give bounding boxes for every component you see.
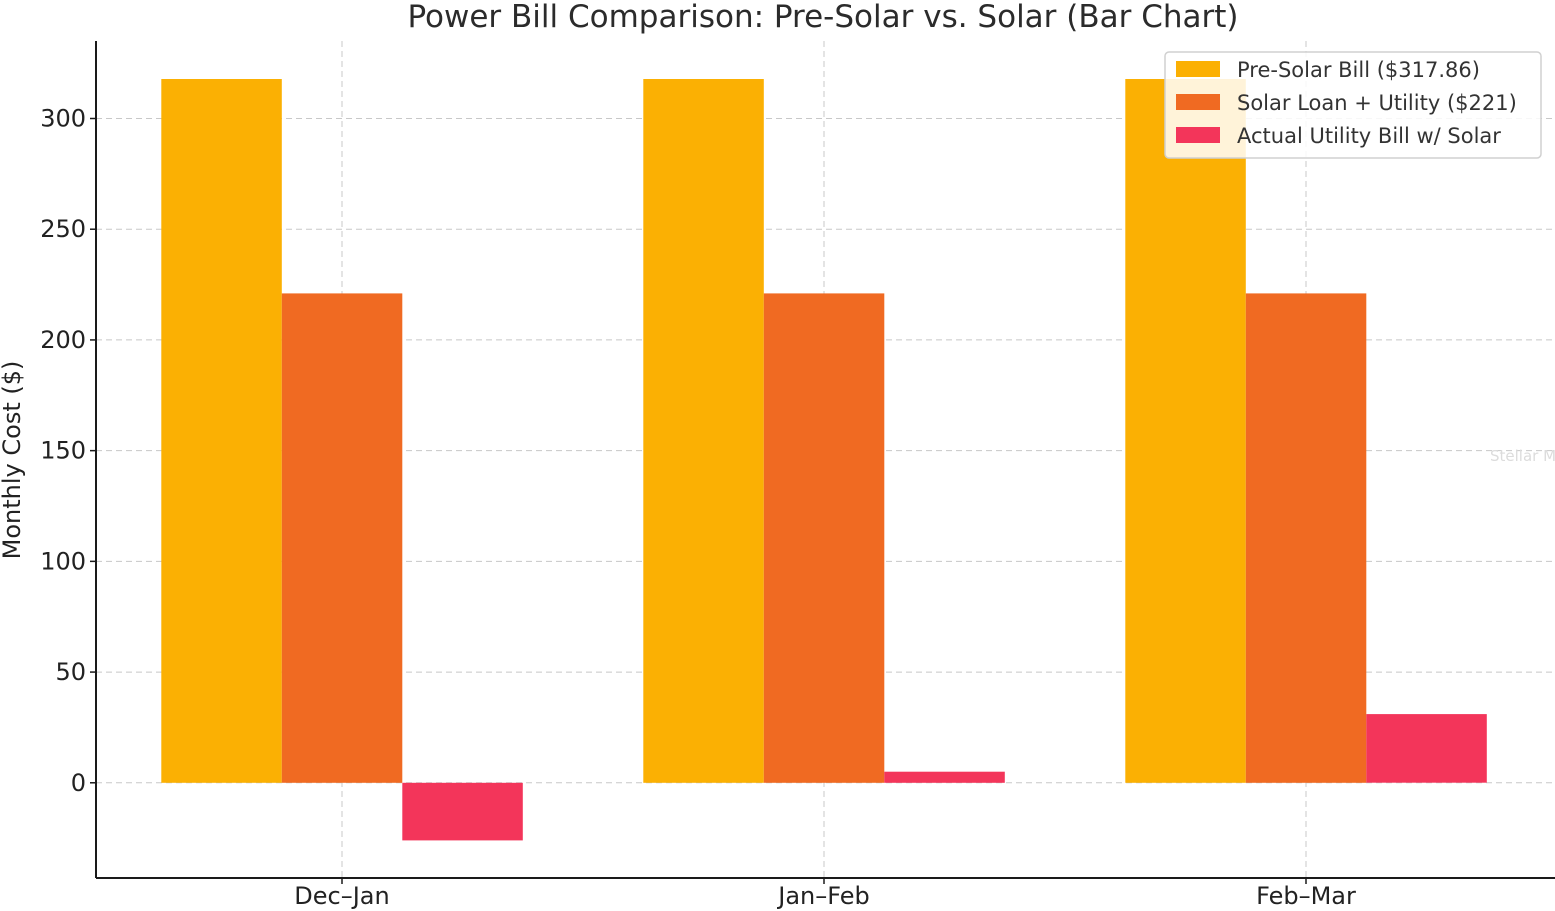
x-tick-label: Feb–Mar: [1256, 882, 1356, 910]
y-tick-label: 0: [71, 769, 86, 797]
y-axis-ticks: 0 50 100 150 200 250 300: [40, 105, 96, 797]
y-axis-label: Monthly Cost ($): [0, 361, 26, 560]
x-axis-ticks: Dec–Jan Jan–Feb Feb–Mar: [294, 878, 1356, 910]
legend-swatch: [1176, 61, 1220, 77]
y-tick-label: 250: [40, 215, 86, 243]
legend-label: Pre-Solar Bill ($317.86): [1237, 58, 1480, 82]
legend-swatch: [1176, 127, 1220, 143]
bar: [1125, 79, 1246, 783]
bar: [402, 782, 523, 841]
y-tick-label: 100: [40, 547, 86, 575]
watermark-text: Stellar MLS: [1490, 447, 1555, 465]
legend-swatch: [1176, 94, 1220, 110]
bar: [1366, 714, 1487, 783]
legend: Pre-Solar Bill ($317.86) Solar Loan + Uti…: [1164, 51, 1542, 159]
y-tick-label: 50: [55, 658, 86, 686]
bar: [281, 293, 403, 783]
bar: [763, 293, 885, 783]
chart-title: Power Bill Comparison: Pre-Solar vs. Sol…: [407, 0, 1238, 35]
bar: [161, 79, 282, 783]
legend-label: Actual Utility Bill w/ Solar: [1237, 124, 1501, 148]
legend-frame: [1164, 51, 1542, 159]
x-tick-label: Dec–Jan: [294, 882, 389, 910]
bar: [884, 771, 1005, 783]
y-tick-label: 200: [40, 326, 86, 354]
y-tick-label: 150: [40, 437, 86, 465]
legend-label: Solar Loan + Utility ($221): [1237, 91, 1517, 115]
legend-items: Pre-Solar Bill ($317.86) Solar Loan + Uti…: [1176, 58, 1517, 148]
bar: [643, 79, 764, 783]
y-tick-label: 300: [40, 105, 86, 133]
bar: [1245, 293, 1367, 783]
bars: [161, 79, 1487, 841]
x-tick-label: Jan–Feb: [776, 882, 870, 910]
